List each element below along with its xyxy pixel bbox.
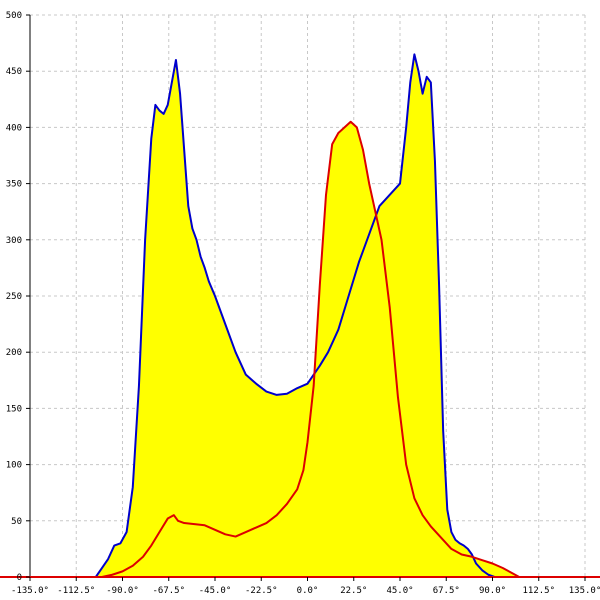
- x-tick-label: -45.0°: [199, 586, 232, 596]
- x-tick-label: 45.0°: [386, 586, 413, 596]
- x-tick-label: 0.0°: [297, 586, 319, 596]
- x-tick-label: -90.0°: [106, 586, 139, 596]
- x-tick-label: -67.5°: [152, 586, 185, 596]
- y-tick-label: 100: [6, 461, 22, 471]
- y-tick-label: 450: [6, 67, 22, 77]
- x-tick-label: -112.5°: [57, 586, 95, 596]
- series-area-0: [95, 54, 520, 577]
- tick-labels: -135.0° -112.5° -90.0° -67.5° -45.0° -22.5° 0.…: [6, 11, 600, 596]
- x-tick-label: 135.0°: [569, 586, 600, 596]
- series-line-1: [95, 120, 520, 578]
- x-tick-label: 90.0°: [479, 586, 506, 596]
- y-tick-label: 150: [6, 404, 22, 414]
- y-tick-label: 0: [17, 573, 22, 583]
- x-tick-label: 112.5°: [522, 586, 555, 596]
- y-tick-label: 300: [6, 236, 22, 246]
- axes: [0, 14, 600, 581]
- y-tick-label: 400: [6, 123, 22, 133]
- y-tick-label: 200: [6, 348, 22, 358]
- x-tick-label: 22.5°: [340, 586, 367, 596]
- y-tick-label: 250: [6, 292, 22, 302]
- x-tick-label: -135.0°: [11, 586, 49, 596]
- y-tick-label: 350: [6, 180, 22, 190]
- series-lines: [94, 53, 520, 578]
- x-tick-label: 67.5°: [433, 586, 460, 596]
- area-fills: [95, 54, 520, 577]
- y-tick-label: 50: [11, 517, 22, 527]
- x-tick-label: -22.5°: [245, 586, 278, 596]
- series-area-1: [95, 121, 520, 577]
- y-tick-label: 500: [6, 11, 22, 21]
